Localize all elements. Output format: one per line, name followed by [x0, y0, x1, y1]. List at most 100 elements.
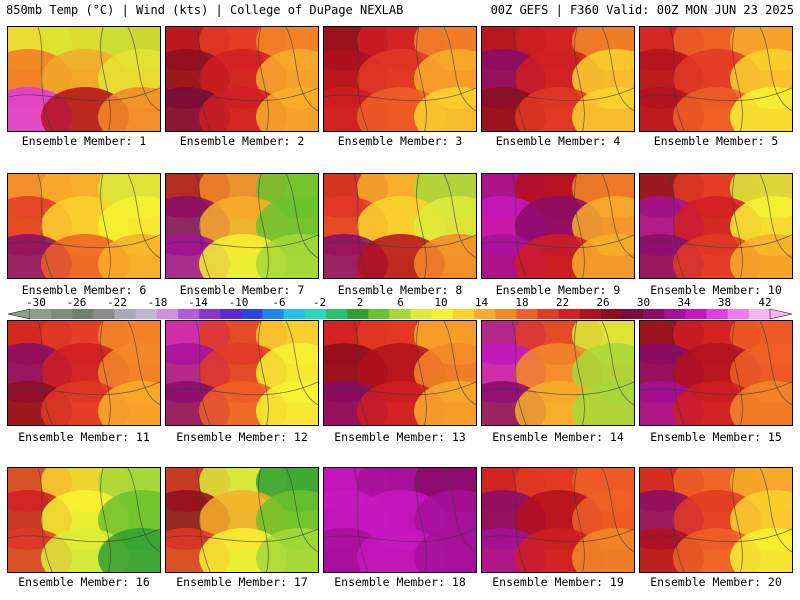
- contour-line: [511, 468, 527, 572]
- temperature-field-blob: [256, 234, 318, 278]
- contour-line: [100, 174, 111, 278]
- colorbar-segment: [685, 309, 707, 319]
- ensemble-map-panel: [323, 467, 477, 573]
- temperature-field-blob: [414, 234, 476, 278]
- contour-line: [601, 27, 634, 112]
- colorbar-segment: [220, 309, 242, 319]
- colorbar-segment: [706, 309, 729, 319]
- ensemble-member-label: Ensemble Member: 11: [18, 430, 150, 444]
- contour-line: [443, 321, 476, 406]
- ensemble-member-label: Ensemble Member: 8: [337, 283, 463, 297]
- contour-line: [669, 468, 685, 572]
- contour-line: [759, 468, 792, 553]
- contour-line: [353, 468, 369, 572]
- contour-line: [195, 468, 211, 572]
- contour-line: [482, 381, 634, 396]
- temperature-field-blob: [572, 87, 634, 131]
- colorbar-tick-label: -30: [26, 296, 46, 309]
- colorbar-arrow-left: [8, 308, 31, 320]
- colorbar-tick-label: -2: [312, 296, 327, 309]
- ensemble-map-panel: [165, 26, 319, 132]
- contour-line: [640, 234, 792, 249]
- ensemble-member-label: Ensemble Member: 6: [21, 283, 147, 297]
- contour-line: [258, 174, 269, 278]
- colorbar-segment: [600, 309, 623, 319]
- contour-line: [195, 321, 211, 425]
- colorbar-segment: [347, 309, 369, 319]
- contour-line: [324, 528, 476, 543]
- contour-line: [574, 27, 585, 131]
- colorbar-tick-label: 42: [758, 296, 772, 309]
- ensemble-map-panel: [481, 467, 635, 573]
- contour-line: [127, 321, 160, 406]
- colorbar-segment: [579, 309, 602, 319]
- colorbar-segment: [664, 309, 686, 319]
- colorbar-segment: [643, 309, 665, 319]
- ensemble-member-label: Ensemble Member: 20: [650, 575, 782, 589]
- colorbar-segment: [51, 309, 73, 319]
- colorbar-segment: [558, 309, 581, 319]
- temperature-field-blob: [98, 234, 160, 278]
- contour-line: [127, 174, 160, 259]
- colorbar-segment: [262, 309, 285, 319]
- temperature-field-blob: [414, 87, 476, 131]
- contour-line: [640, 87, 792, 102]
- contour-line: [127, 468, 160, 553]
- contour-line: [732, 27, 743, 131]
- colorbar-tick-label: 38: [717, 296, 732, 309]
- contour-line: [324, 234, 476, 249]
- ensemble-member-label: Ensemble Member: 12: [176, 430, 308, 444]
- ensemble-member-label: Ensemble Member: 2: [179, 134, 305, 148]
- temperature-field-blob: [730, 528, 792, 572]
- colorbar-arrow-right: [769, 308, 792, 320]
- colorbar-tick-label: -26: [66, 296, 87, 309]
- colorbar-segment: [241, 309, 263, 319]
- contour-line: [37, 468, 53, 572]
- colorbar-tick-label: 14: [474, 296, 489, 309]
- ensemble-map-panel: [481, 26, 635, 132]
- ensemble-map-panel: [7, 173, 161, 279]
- colorbar-segment: [368, 309, 390, 319]
- temperature-field-blob: [572, 528, 634, 572]
- contour-line: [258, 27, 269, 131]
- colorbar-tick-label: 10: [434, 296, 448, 309]
- temperature-field-blob: [572, 234, 634, 278]
- contour-line: [443, 174, 476, 259]
- ensemble-member-label: Ensemble Member: 3: [337, 134, 463, 148]
- ensemble-member-label: Ensemble Member: 19: [492, 575, 624, 589]
- contour-line: [324, 381, 476, 396]
- contour-line: [732, 174, 743, 278]
- contour-line: [258, 468, 269, 572]
- colorbar-segment: [114, 309, 137, 319]
- contour-line: [324, 87, 476, 102]
- contour-line: [195, 174, 211, 278]
- contour-line: [285, 321, 318, 406]
- contour-line: [353, 27, 369, 131]
- ensemble-map-panel: [323, 26, 477, 132]
- contour-line: [258, 321, 269, 425]
- contour-line: [100, 321, 111, 425]
- contour-line: [353, 321, 369, 425]
- temperature-colorbar: [8, 308, 792, 320]
- ensemble-map-panel: [7, 26, 161, 132]
- contour-line: [601, 468, 634, 553]
- ensemble-member-label: Ensemble Member: 5: [653, 134, 779, 148]
- contour-line: [166, 87, 318, 102]
- contour-line: [732, 468, 743, 572]
- contour-line: [8, 528, 160, 543]
- ensemble-member-label: Ensemble Member: 15: [650, 430, 782, 444]
- colorbar-tick-label: 2: [356, 296, 364, 309]
- contour-line: [8, 87, 160, 102]
- contour-line: [640, 381, 792, 396]
- contour-line: [669, 321, 685, 425]
- contour-line: [640, 528, 792, 543]
- ensemble-map-panel: [165, 320, 319, 426]
- contour-line: [166, 381, 318, 396]
- colorbar-tick-label: 22: [555, 296, 570, 309]
- colorbar-segment: [537, 309, 559, 319]
- contour-line: [416, 27, 427, 131]
- colorbar-tick-label: -22: [107, 296, 127, 309]
- ensemble-map-panel: [639, 26, 793, 132]
- header-run-info: 00Z GEFS | F360 Valid: 00Z MON JUN 23 20…: [490, 3, 794, 17]
- contour-line: [511, 27, 527, 131]
